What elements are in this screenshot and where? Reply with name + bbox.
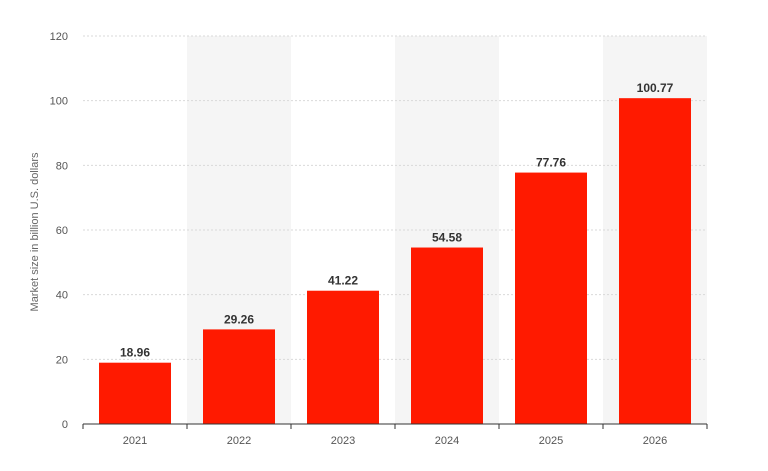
data-label-2024: 54.58 [432,231,462,245]
x-axis-ticks: 2021 2022 2023 2024 2025 2026 [82,424,708,447]
y-tick-label: 40 [56,290,68,302]
x-tick-label: 2023 [331,435,355,447]
bar-2025 [515,172,587,424]
x-tick-label: 2025 [539,435,563,447]
x-tick-label: 2022 [227,435,251,447]
bar-2022 [203,329,275,424]
bar-2024 [411,247,483,424]
data-labels: 18.96 29.26 41.22 54.58 77.76 100.77 [120,81,674,360]
y-axis-ticks: 0 20 40 60 80 100 120 [50,31,68,431]
y-tick-label: 120 [50,31,68,43]
x-tick-label: 2026 [643,435,667,447]
y-tick-label: 20 [56,354,68,366]
bar-2023 [307,290,379,424]
data-label-2021: 18.96 [120,346,150,360]
y-tick-label: 0 [62,419,68,431]
y-tick-label: 60 [56,225,68,237]
y-tick-label: 100 [50,96,68,108]
bar-2026 [619,98,691,424]
data-label-2022: 29.26 [224,312,254,326]
y-axis-title: Market size in billion U.S. dollars [29,152,41,311]
data-label-2023: 41.22 [328,274,358,288]
gridlines [83,35,707,360]
bar-2021 [99,362,171,424]
x-tick-label: 2021 [123,435,147,447]
data-label-2026: 100.77 [637,81,674,95]
y-tick-label: 80 [56,160,68,172]
bars [99,98,691,424]
data-label-2025: 77.76 [536,156,566,170]
x-tick-label: 2024 [435,435,459,447]
